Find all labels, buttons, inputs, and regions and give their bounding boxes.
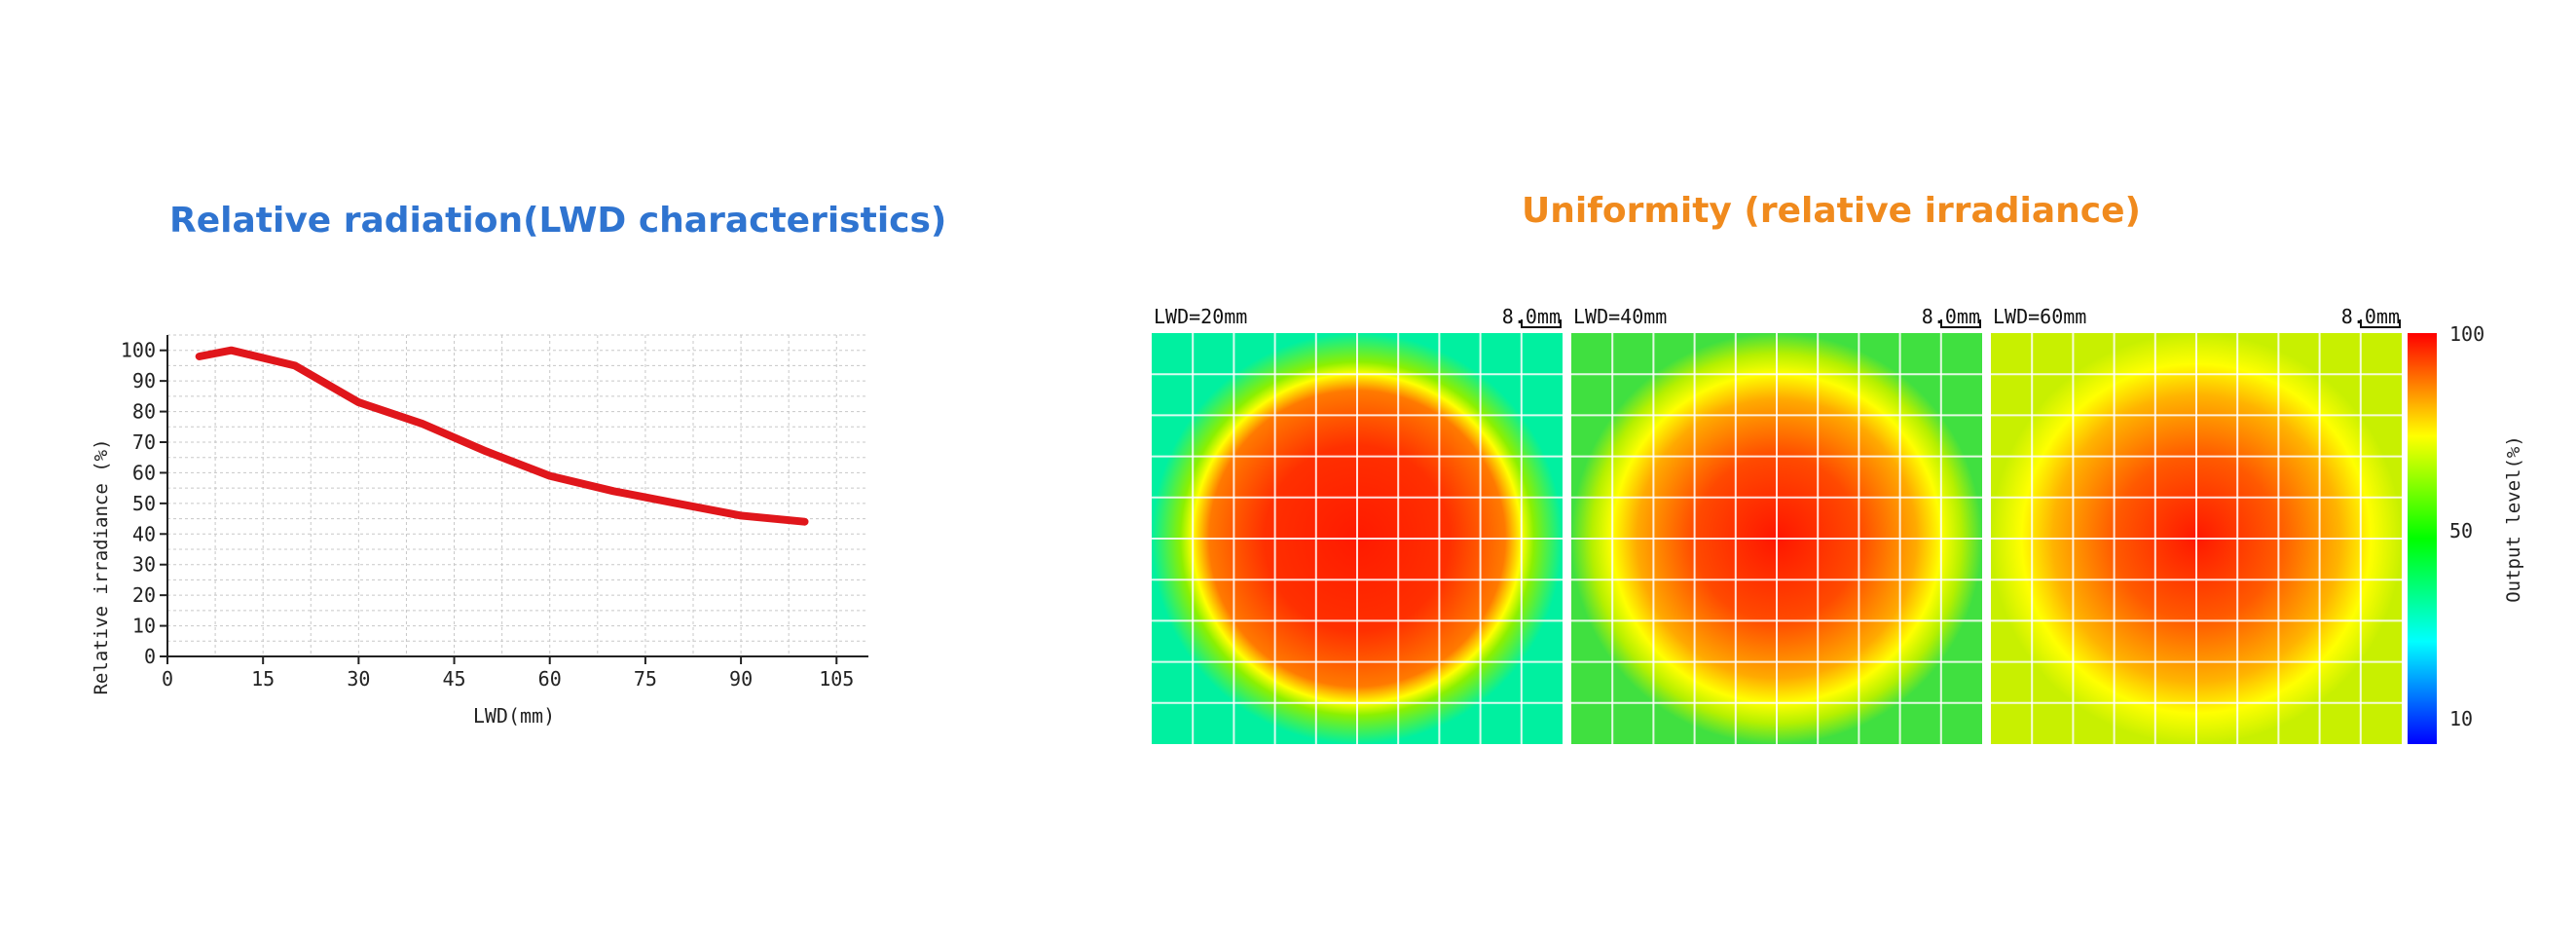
y-tick-label: 70 <box>132 430 156 454</box>
colorbar-tick-10: 10 <box>2449 707 2473 730</box>
scale-bar <box>1521 319 1562 328</box>
colorbar-tick-50: 50 <box>2449 519 2473 542</box>
data-point <box>612 490 615 493</box>
colorbar-label: Output level(%) <box>2503 435 2524 603</box>
data-point <box>293 364 296 367</box>
data-point <box>485 450 488 453</box>
heatmap-panel-2: LWD=40mm 8.0mm <box>1571 305 1982 744</box>
y-tick-label: 20 <box>132 583 156 607</box>
y-tick-label: 40 <box>132 522 156 545</box>
x-tick-label: 15 <box>251 667 275 691</box>
data-point <box>198 355 201 357</box>
heatmap-scale-label: 8.0mm <box>1922 305 1980 328</box>
heatmap-scale-label: 8.0mm <box>2341 305 2400 328</box>
scale-bar <box>2360 319 2401 328</box>
heatmap-panel-label: LWD=40mm <box>1573 305 1667 328</box>
y-tick-label: 0 <box>144 645 156 668</box>
x-tick-label: 60 <box>538 667 562 691</box>
y-tick-label: 30 <box>132 553 156 577</box>
y-tick-label: 100 <box>121 339 156 362</box>
x-tick-label: 105 <box>819 667 854 691</box>
line-chart-axes <box>166 335 868 657</box>
x-tick-label: 0 <box>162 667 173 691</box>
data-point <box>548 474 551 477</box>
heatmap-panel-label: LWD=60mm <box>1993 305 2086 328</box>
colorbar-tick-100: 100 <box>2449 322 2484 346</box>
line-chart-series <box>195 346 809 526</box>
x-tick-label: 90 <box>729 667 753 691</box>
heatmap-panel-1: LWD=20mm 8.0mm <box>1152 305 1563 744</box>
x-tick-label: 30 <box>347 667 370 691</box>
colorbar <box>2408 333 2437 744</box>
x-tick-label: 45 <box>442 667 465 691</box>
data-point <box>676 502 679 504</box>
heatmap-scale-label: 8.0mm <box>1502 305 1561 328</box>
y-tick-label: 50 <box>132 492 156 515</box>
data-point <box>357 401 360 404</box>
data-point <box>421 423 423 426</box>
x-axis-label: LWD(mm) <box>473 704 555 728</box>
y-tick-label: 80 <box>132 400 156 424</box>
y-tick-label: 90 <box>132 369 156 392</box>
x-tick-label: 75 <box>634 667 657 691</box>
scale-bar <box>1940 319 1981 328</box>
y-tick-label: 60 <box>132 461 156 484</box>
heatmap-title: Uniformity (relative irradiance) <box>1522 191 2142 231</box>
y-tick-label: 10 <box>132 615 156 638</box>
line-chart-title: Relative radiation(LWD characteristics) <box>169 201 947 241</box>
y-axis-label: Relative irradiance (%) <box>91 438 112 694</box>
data-point <box>230 349 233 352</box>
heatmap-panel-3: LWD=60mm 8.0mm <box>1991 305 2402 744</box>
data-point <box>803 520 806 523</box>
heatmap-panel-label: LWD=20mm <box>1154 305 1247 328</box>
line-chart-grid <box>166 334 868 657</box>
line-chart-ticks: 0 15 30 45 60 75 90 105 0 10 20 30 40 50 60 70 80 90 100 <box>121 339 854 691</box>
data-point <box>740 514 743 517</box>
